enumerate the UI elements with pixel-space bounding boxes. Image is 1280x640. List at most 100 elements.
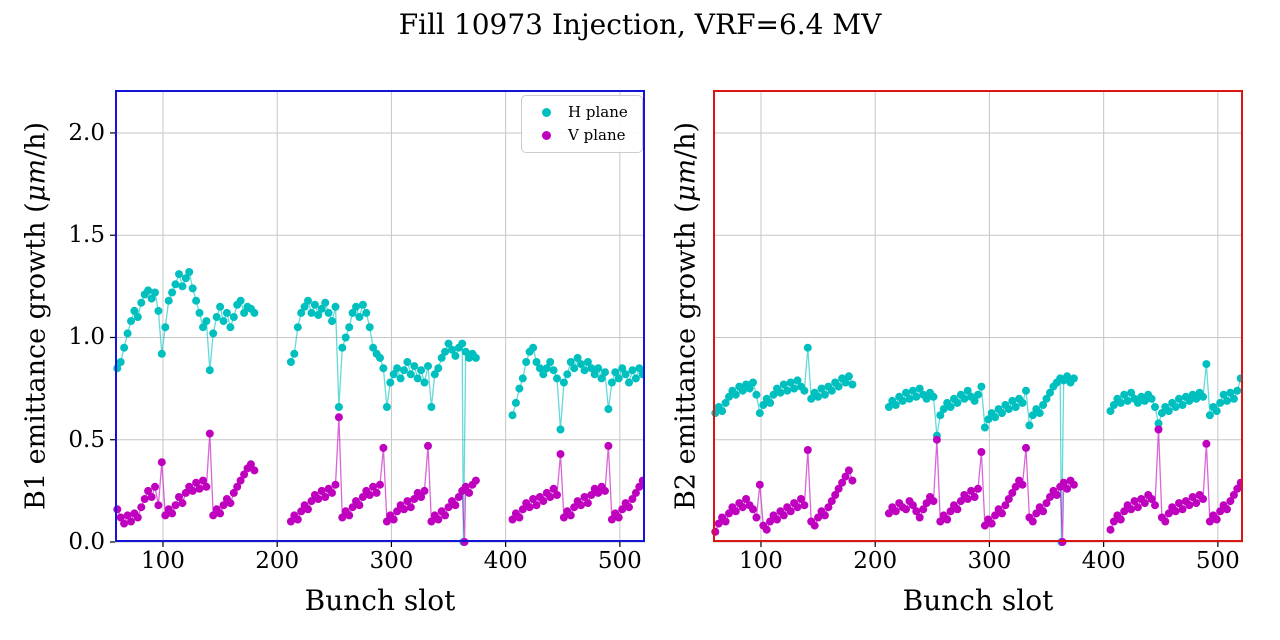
data-point — [834, 484, 843, 493]
data-point — [199, 323, 207, 332]
data-point — [967, 486, 976, 495]
data-point — [1154, 425, 1163, 434]
data-point — [797, 495, 805, 503]
data-point — [116, 358, 125, 366]
data-point — [790, 384, 799, 393]
data-point — [417, 493, 426, 501]
data-point — [1154, 419, 1163, 428]
data-point — [437, 353, 446, 362]
data-point — [1011, 482, 1020, 491]
subplot-b1: B1 emittance growth (μm/h) 0.0 0.5 1.0 1.5 2… — [21, 90, 645, 617]
axes-spine — [713, 90, 1243, 542]
h-plane-marker-icon — [542, 108, 551, 117]
data-point — [1216, 507, 1225, 516]
data-point — [297, 308, 306, 317]
data-point — [786, 507, 795, 516]
data-point — [590, 370, 599, 379]
data-point — [1202, 360, 1211, 369]
data-point — [297, 507, 306, 516]
h-plane-series — [711, 343, 1243, 546]
data-point — [902, 388, 910, 397]
data-point — [980, 423, 989, 432]
data-point — [420, 486, 429, 495]
data-point — [556, 450, 565, 459]
data-point — [116, 513, 125, 522]
data-point — [181, 274, 190, 283]
data-point — [293, 515, 302, 524]
data-point — [317, 486, 326, 495]
data-point — [362, 308, 371, 317]
data-point — [844, 372, 853, 381]
data-point — [1229, 394, 1238, 403]
data-point — [580, 493, 589, 501]
data-point — [137, 503, 146, 512]
b1-plot-area — [110, 90, 645, 547]
b1-y-axis-label-unit: μm — [20, 159, 52, 203]
data-point — [209, 511, 218, 520]
data-point — [1178, 401, 1187, 409]
data-point — [157, 349, 166, 358]
data-point — [345, 323, 354, 332]
data-point — [786, 378, 795, 387]
data-point — [458, 339, 467, 348]
data-point — [1151, 501, 1159, 510]
data-point — [1130, 497, 1139, 506]
data-point — [307, 308, 316, 317]
data-point — [1175, 499, 1183, 508]
data-point — [998, 409, 1006, 418]
data-point — [529, 343, 538, 352]
data-point — [970, 396, 979, 405]
x-tick-label: 400 — [483, 548, 528, 574]
data-point — [1025, 421, 1034, 430]
b2-y-axis-label-prefix: B2 emittance growth ( — [670, 202, 702, 510]
data-point — [587, 491, 596, 499]
data-point — [1133, 398, 1142, 407]
data-point — [413, 374, 422, 383]
data-point — [140, 495, 149, 503]
data-point — [553, 374, 561, 383]
data-point — [618, 364, 627, 373]
data-point — [953, 398, 962, 407]
data-point — [420, 378, 429, 387]
data-point — [465, 488, 474, 497]
y-tick-label: 2.0 — [68, 119, 105, 146]
data-point — [348, 503, 357, 512]
data-point — [202, 317, 211, 326]
data-point — [178, 282, 187, 291]
data-point — [570, 364, 579, 373]
data-point — [980, 521, 989, 530]
data-point — [178, 499, 187, 508]
data-point — [424, 362, 432, 371]
data-point — [226, 323, 235, 332]
data-point — [430, 370, 439, 379]
data-point — [161, 323, 170, 332]
data-point — [212, 313, 221, 321]
data-point — [766, 517, 775, 526]
data-point — [393, 364, 402, 373]
data-point — [236, 476, 245, 485]
data-point — [403, 497, 412, 506]
data-point — [1004, 405, 1013, 414]
data-point — [328, 488, 336, 497]
data-point — [960, 394, 969, 403]
data-point — [216, 302, 225, 311]
data-point — [745, 384, 754, 393]
data-point — [406, 503, 415, 512]
data-point — [314, 495, 323, 503]
data-point — [936, 411, 945, 420]
data-point — [379, 443, 388, 452]
data-point — [943, 515, 952, 524]
data-point — [286, 517, 295, 526]
legend: H plane V plane — [521, 95, 643, 153]
data-point — [1171, 507, 1180, 516]
data-point — [403, 358, 412, 366]
data-point — [1192, 499, 1201, 508]
data-point — [508, 411, 517, 420]
data-point — [793, 503, 802, 512]
data-point — [147, 493, 156, 501]
data-point — [192, 478, 201, 487]
data-point — [168, 509, 177, 518]
data-point — [202, 482, 211, 491]
data-point — [219, 501, 228, 510]
